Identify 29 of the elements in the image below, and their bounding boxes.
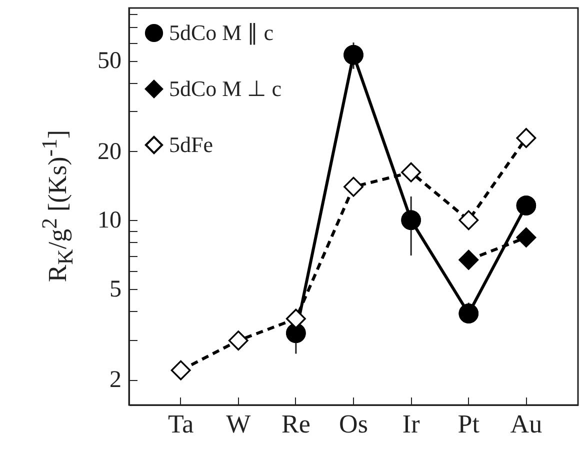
point xyxy=(286,308,306,329)
x-tick-label: Re xyxy=(281,410,310,438)
x-tick-label: Pt xyxy=(458,410,480,438)
point xyxy=(344,44,364,65)
x-tick-label: Ir xyxy=(402,410,420,438)
point xyxy=(401,210,421,230)
point xyxy=(516,196,536,216)
point xyxy=(170,360,191,380)
point xyxy=(516,128,536,148)
point xyxy=(458,250,479,270)
point xyxy=(401,162,421,182)
y-tick-label: 5 xyxy=(110,276,122,302)
legend-label: 5dFe xyxy=(169,132,213,157)
point xyxy=(458,304,479,324)
y-tick-label: 2 xyxy=(110,367,122,394)
point xyxy=(516,228,536,248)
legend-label: 5dCo M ⊥ c xyxy=(169,76,282,101)
point xyxy=(344,176,364,197)
y-tick-label: 20 xyxy=(98,138,122,165)
x-tick-label: W xyxy=(226,410,252,438)
x-tick-label: Ta xyxy=(168,410,194,438)
x-tick-label: Au xyxy=(510,410,542,438)
point xyxy=(286,323,306,343)
y-tick-label: 50 xyxy=(98,48,122,74)
x-tick-label: Os xyxy=(339,410,368,438)
y-tick-label: 10 xyxy=(98,208,122,234)
point xyxy=(458,210,479,230)
point xyxy=(228,330,248,350)
legend-label: 5dCo M ∥ c xyxy=(169,20,274,45)
